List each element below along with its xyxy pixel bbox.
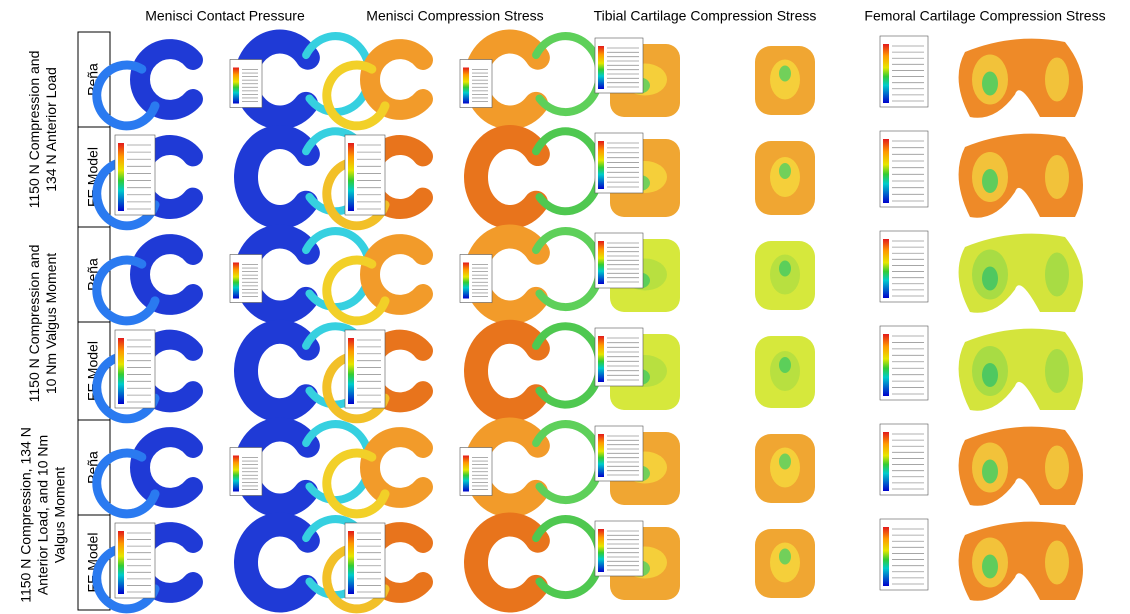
meniscus-left [140,437,193,498]
meniscus-left [370,437,423,498]
group-label: 134 N Anterior Load [43,67,59,192]
legend-scale [463,263,469,299]
legend-scale [598,241,604,284]
group-label: Valgus Moment [52,467,68,563]
group-label: Anterior Load, and 10 Nm [35,435,51,595]
meniscus-right-zone [536,131,599,211]
meniscus-right [246,137,308,217]
column-header: Menisci Compression Stress [366,8,543,24]
meniscus-right [476,332,538,410]
legend-scale [883,239,889,298]
column-header: Menisci Contact Pressure [145,8,305,24]
legend-scale [883,139,889,203]
legend-scale [598,336,604,382]
meniscus-right [476,137,538,217]
legend-scale [118,338,124,404]
legend-scale [233,263,239,299]
meniscus-right [476,524,538,600]
cartilage-medial-core [779,163,791,179]
femoral-zone-b [1045,58,1069,102]
meniscus-left [370,244,423,305]
legend-scale [883,44,889,103]
legend-scale [348,143,354,211]
legend-scale [348,338,354,404]
cartilage-medial-core [779,454,791,470]
legend-scale [598,434,604,477]
legend-scale [598,141,604,189]
femoral-zone-core [982,72,998,96]
legend-scale [883,334,889,396]
legend-scale [463,68,469,104]
meniscus-right-zone [536,231,599,307]
cartilage-medial-core [779,357,791,373]
meniscus-left [140,244,193,305]
group-label: 1150 N Compression and [26,245,42,403]
femoral-zone-core [982,267,998,291]
column-header: Femoral Cartilage Compression Stress [864,8,1105,24]
legend-scale [883,527,889,586]
femoral-zone-core [982,555,998,579]
legend-scale [348,531,354,594]
femoral-zone-b [1045,253,1069,297]
femoral-zone-core [982,460,998,484]
meniscus-right-zone [536,424,599,500]
legend-scale [118,143,124,211]
meniscus-right [246,332,308,410]
group-label: 1150 N Compression, 134 N [18,427,34,603]
meniscus-left [140,49,193,110]
figure-body: Menisci Contact Pressure Menisci Compress… [18,8,1106,610]
femoral-zone-b [1045,155,1069,199]
femoral-zone-core [982,169,998,193]
meniscus-right [246,524,308,600]
column-header: Tibial Cartilage Compression Stress [594,8,817,24]
cartilage-medial-core [779,261,791,277]
legend-scale [233,456,239,492]
meniscus-left [370,49,423,110]
figure: Menisci Contact Pressure Menisci Compress… [0,0,1130,614]
legend-scale [598,46,604,89]
cartilage-medial-core [779,549,791,565]
group-label: 10 Nm Valgus Moment [43,253,59,394]
legend-scale [598,529,604,572]
legend-scale [463,456,469,492]
femoral-zone-b [1045,349,1069,393]
cartilage-medial-core [779,66,791,82]
femoral-zone-b [1045,446,1069,490]
legend-scale [883,432,889,491]
meniscus-right-zone [536,519,599,595]
femoral-zone-b [1045,541,1069,585]
legend-scale [118,531,124,594]
meniscus-right-zone [536,36,599,112]
group-label: 1150 N Compression and [26,51,42,209]
legend-scale [233,68,239,104]
femoral-zone-core [982,363,998,387]
meniscus-right-zone [536,326,599,404]
